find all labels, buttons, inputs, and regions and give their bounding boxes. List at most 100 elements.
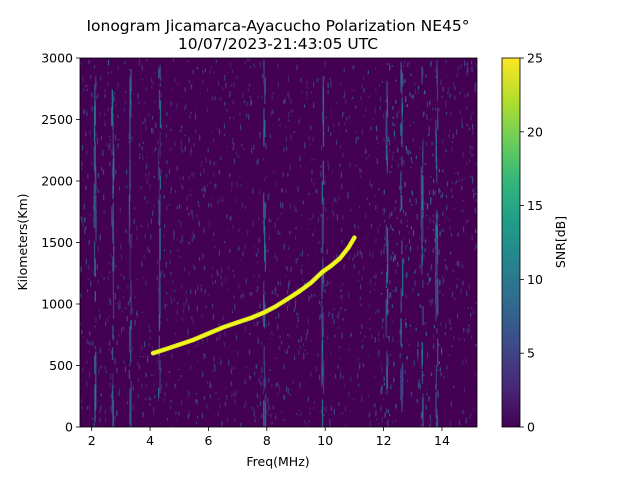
noise-cell xyxy=(287,111,289,118)
noise-cell xyxy=(86,150,88,155)
noise-cell xyxy=(340,307,342,310)
noise-cell xyxy=(248,114,250,120)
noise-cell xyxy=(381,368,383,373)
noise-cell xyxy=(306,97,308,100)
noise-cell xyxy=(309,408,311,411)
noise-cell xyxy=(248,84,251,87)
noise-cell xyxy=(404,275,406,277)
noise-cell xyxy=(337,314,339,319)
noise-cell xyxy=(375,125,378,132)
noise-cell xyxy=(144,70,146,72)
noise-cell xyxy=(327,354,329,360)
noise-cell xyxy=(163,398,165,402)
noise-cell xyxy=(86,406,88,410)
noise-cell xyxy=(461,64,463,66)
noise-cell xyxy=(429,217,431,224)
noise-cell xyxy=(140,186,142,189)
noise-cell xyxy=(427,272,429,277)
trace-point xyxy=(236,320,240,324)
noise-cell xyxy=(383,219,386,223)
noise-cell xyxy=(454,135,456,138)
noise-cell xyxy=(290,99,292,104)
noise-cell xyxy=(83,109,85,115)
noise-cell xyxy=(269,338,271,340)
noise-cell xyxy=(293,290,295,293)
noise-cell xyxy=(98,425,100,427)
noise-cell xyxy=(427,283,429,285)
noise-cell xyxy=(156,276,158,281)
noise-cell xyxy=(417,341,419,347)
noise-cell xyxy=(273,171,275,174)
noise-cell xyxy=(253,144,255,150)
noise-cell xyxy=(215,162,217,164)
noise-cell xyxy=(250,376,252,379)
noise-cell xyxy=(454,172,456,175)
noise-cell xyxy=(339,145,342,149)
noise-cell xyxy=(279,346,281,350)
noise-cell xyxy=(279,280,281,286)
noise-cell xyxy=(380,238,382,244)
noise-cell xyxy=(233,81,235,87)
noise-cell xyxy=(85,259,87,265)
noise-cell xyxy=(403,161,405,165)
noise-cell xyxy=(343,96,345,99)
noise-cell xyxy=(414,269,416,272)
noise-cell xyxy=(358,366,360,371)
noise-cell xyxy=(430,118,432,121)
noise-cell xyxy=(456,284,458,289)
noise-cell xyxy=(440,322,442,326)
noise-cell xyxy=(168,371,171,374)
noise-cell xyxy=(132,386,134,391)
noise-cell xyxy=(216,336,218,341)
interference-line xyxy=(94,355,96,374)
noise-cell xyxy=(132,332,134,335)
noise-cell xyxy=(165,264,167,268)
interference-line xyxy=(94,142,96,175)
noise-cell xyxy=(115,103,117,107)
noise-cell xyxy=(458,337,460,341)
noise-cell xyxy=(177,249,179,252)
noise-cell xyxy=(299,253,301,257)
noise-cell xyxy=(325,209,327,212)
noise-cell xyxy=(367,70,369,74)
noise-cell xyxy=(288,345,290,349)
noise-cell xyxy=(298,105,300,108)
noise-cell xyxy=(475,302,477,304)
noise-cell xyxy=(321,300,323,305)
noise-cell xyxy=(430,175,432,178)
noise-cell xyxy=(430,421,432,426)
noise-cell xyxy=(107,318,109,323)
noise-cell xyxy=(203,396,206,400)
noise-cell xyxy=(206,185,208,187)
noise-cell xyxy=(284,349,286,354)
noise-cell xyxy=(383,244,385,250)
noise-cell xyxy=(454,190,456,196)
noise-cell xyxy=(309,311,311,315)
noise-cell xyxy=(170,249,172,253)
noise-cell xyxy=(186,195,188,201)
interference-line xyxy=(129,424,132,427)
noise-cell xyxy=(412,287,414,293)
noise-cell xyxy=(275,357,277,359)
noise-cell xyxy=(320,164,322,168)
noise-cell xyxy=(304,158,306,161)
noise-cell xyxy=(253,301,255,307)
noise-cell xyxy=(262,379,265,383)
interference-line xyxy=(159,175,161,190)
noise-cell xyxy=(111,148,113,155)
y-tick-label: 1500 xyxy=(41,235,73,250)
noise-cell xyxy=(409,124,411,127)
noise-cell xyxy=(442,139,444,144)
noise-cell xyxy=(168,169,171,174)
interference-line xyxy=(264,226,266,262)
noise-cell xyxy=(88,60,90,65)
noise-cell xyxy=(314,294,316,297)
noise-cell xyxy=(465,358,467,363)
noise-cell xyxy=(229,217,231,220)
noise-cell xyxy=(251,291,253,296)
noise-cell xyxy=(104,89,106,93)
noise-cell xyxy=(145,384,147,388)
noise-cell xyxy=(104,120,106,125)
noise-cell xyxy=(266,410,268,415)
noise-cell xyxy=(355,131,357,133)
